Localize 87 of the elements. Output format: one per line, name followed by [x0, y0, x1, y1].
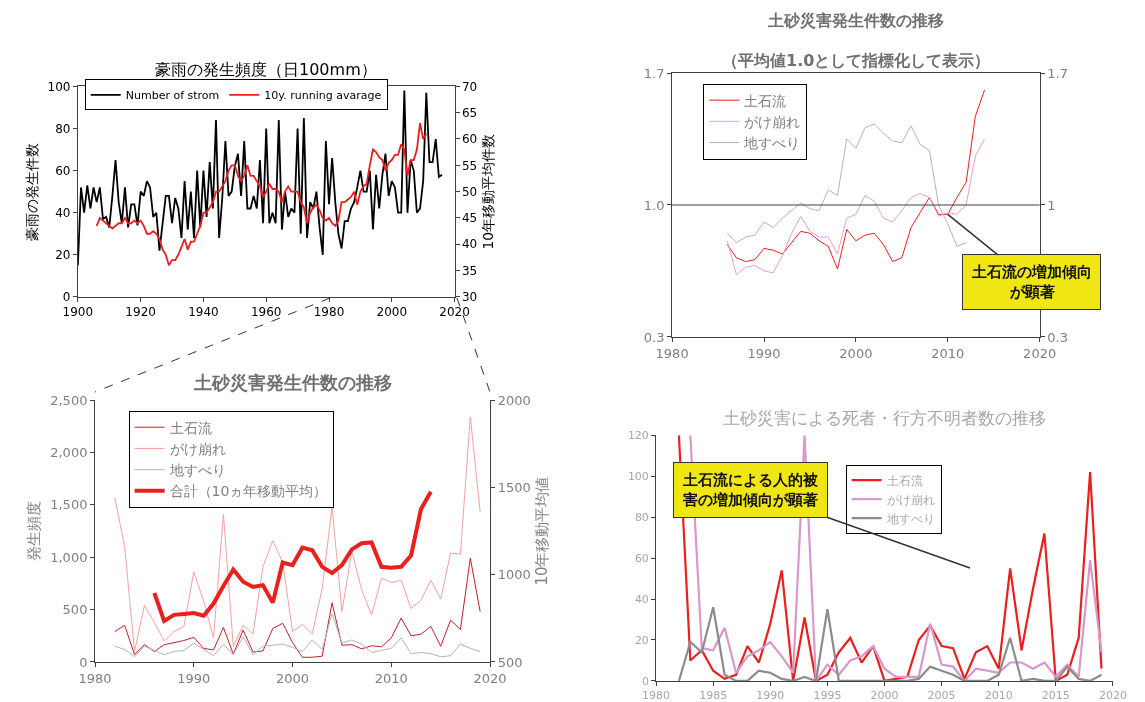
x-tick-label: 1990 — [177, 670, 211, 686]
y-tick-label: 1,000 — [50, 549, 88, 565]
legend-label: 土石流 — [169, 419, 212, 436]
y-tick-label: 500 — [62, 602, 88, 618]
y-tick-label: 1,500 — [50, 497, 88, 513]
legend-label: 土石流 — [744, 92, 787, 109]
y2-tick-label: 0.3 — [1047, 329, 1068, 345]
y-axis-title: 発生頻度 — [25, 501, 44, 562]
y-tick-label: 1.7 — [643, 65, 665, 81]
y2-tick-label: 40 — [461, 237, 478, 252]
chart-title: 土砂災害による死者・行方不明者数の推移 — [723, 408, 1046, 428]
legend-label: 10y. running avarage — [264, 89, 382, 103]
y-tick-label: 0 — [79, 654, 88, 670]
legend-label: がけ崩れ — [744, 113, 801, 130]
annotation: 土石流による人的被害の増加傾向が顕著 — [682, 471, 819, 509]
legend-label: 地すべり — [168, 462, 226, 479]
y2-tick-label: 500 — [497, 654, 523, 670]
annotation: 土石流の増加傾向が顕著 — [971, 263, 1092, 301]
x-tick-label: 1940 — [188, 305, 219, 320]
chart-subtitle: （平均値1.0として指標化して表示） — [722, 51, 991, 70]
chart-title: 土砂災害発生件数の推移 — [767, 11, 944, 30]
y2-tick-label: 1.7 — [1047, 65, 1068, 81]
x-tick-label: 2020 — [1098, 689, 1127, 702]
y2-tick-label: 2000 — [497, 392, 531, 408]
legend-label: 地すべり — [885, 511, 935, 526]
chart-title: 豪雨の発生頻度（日100mm） — [155, 60, 377, 79]
y-tick-label: 0 — [62, 290, 71, 305]
x-tick-label: 2010 — [931, 345, 965, 361]
x-tick-label: 2000 — [839, 345, 873, 361]
y-tick-label: 2,000 — [50, 445, 88, 461]
y-tick-label: 80 — [634, 510, 649, 524]
x-tick-label: 1995 — [813, 689, 842, 702]
x-tick-label: 1900 — [62, 305, 94, 320]
x-tick-label: 1980 — [655, 345, 689, 361]
y-tick-label: 20 — [634, 633, 649, 647]
legend-label: 合計（10ヵ年移動平均） — [169, 483, 328, 500]
x-tick-label: 1985 — [699, 689, 728, 702]
x-tick-label: 1960 — [250, 305, 282, 320]
y-tick-label: 40 — [55, 205, 71, 220]
legend-label: 土石流 — [886, 473, 923, 488]
y2-tick-label: 1000 — [497, 567, 531, 583]
x-tick-label: 2000 — [376, 305, 408, 320]
y-tick-label: 60 — [55, 163, 71, 178]
y2-tick-label: 50 — [461, 184, 478, 199]
x-tick-label: 2000 — [870, 689, 899, 702]
y-tick-label: 100 — [627, 470, 649, 484]
chart-title: 土砂災害発生件数の推移 — [193, 372, 392, 393]
legend-label: Number of strom — [125, 89, 220, 103]
y-tick-label: 0 — [641, 674, 649, 688]
x-tick-label: 2020 — [439, 305, 470, 320]
x-tick-label: 1980 — [78, 670, 112, 686]
y2-axis-title: 10年移動平均値 — [532, 476, 551, 586]
y2-tick-label: 55 — [461, 158, 478, 173]
y-axis-title: 豪雨の発生件数 — [24, 142, 41, 241]
x-tick-label: 2000 — [276, 670, 310, 686]
x-tick-label: 1920 — [125, 305, 156, 320]
y2-tick-label: 30 — [461, 290, 478, 305]
y-tick-label: 20 — [55, 248, 71, 263]
y-tick-label: 60 — [634, 551, 649, 565]
x-tick-label: 2015 — [1041, 689, 1070, 702]
x-tick-label: 1990 — [747, 345, 781, 361]
y2-tick-label: 1500 — [497, 479, 531, 495]
y-tick-label: 1.0 — [643, 197, 665, 213]
y-tick-label: 0.3 — [643, 329, 665, 345]
x-tick-label: 1990 — [756, 689, 785, 702]
x-tick-label: 2010 — [374, 670, 408, 686]
y2-tick-label: 1 — [1047, 197, 1056, 213]
y2-tick-label: 70 — [461, 79, 478, 94]
y-tick-label: 100 — [47, 79, 71, 94]
y-tick-label: 80 — [55, 121, 71, 136]
legend-label: がけ崩れ — [886, 492, 935, 507]
y2-tick-label: 65 — [461, 105, 478, 120]
legend-label: がけ崩れ — [169, 440, 226, 457]
y2-axis-title: 10年移動平均件数 — [479, 133, 496, 250]
x-tick-label: 1980 — [642, 689, 671, 702]
y2-tick-label: 45 — [461, 211, 478, 226]
legend-label: 地すべり — [743, 135, 801, 152]
y-tick-label: 2,500 — [50, 392, 88, 408]
y-tick-label: 120 — [627, 429, 649, 443]
x-tick-label: 2005 — [927, 689, 956, 702]
y2-tick-label: 35 — [461, 263, 478, 278]
x-tick-label: 2010 — [984, 689, 1013, 702]
y-tick-label: 40 — [634, 592, 649, 606]
x-tick-label: 2020 — [1023, 345, 1057, 361]
x-tick-label: 2020 — [473, 670, 507, 686]
x-tick-label: 1980 — [313, 305, 345, 320]
y2-tick-label: 60 — [461, 132, 478, 147]
